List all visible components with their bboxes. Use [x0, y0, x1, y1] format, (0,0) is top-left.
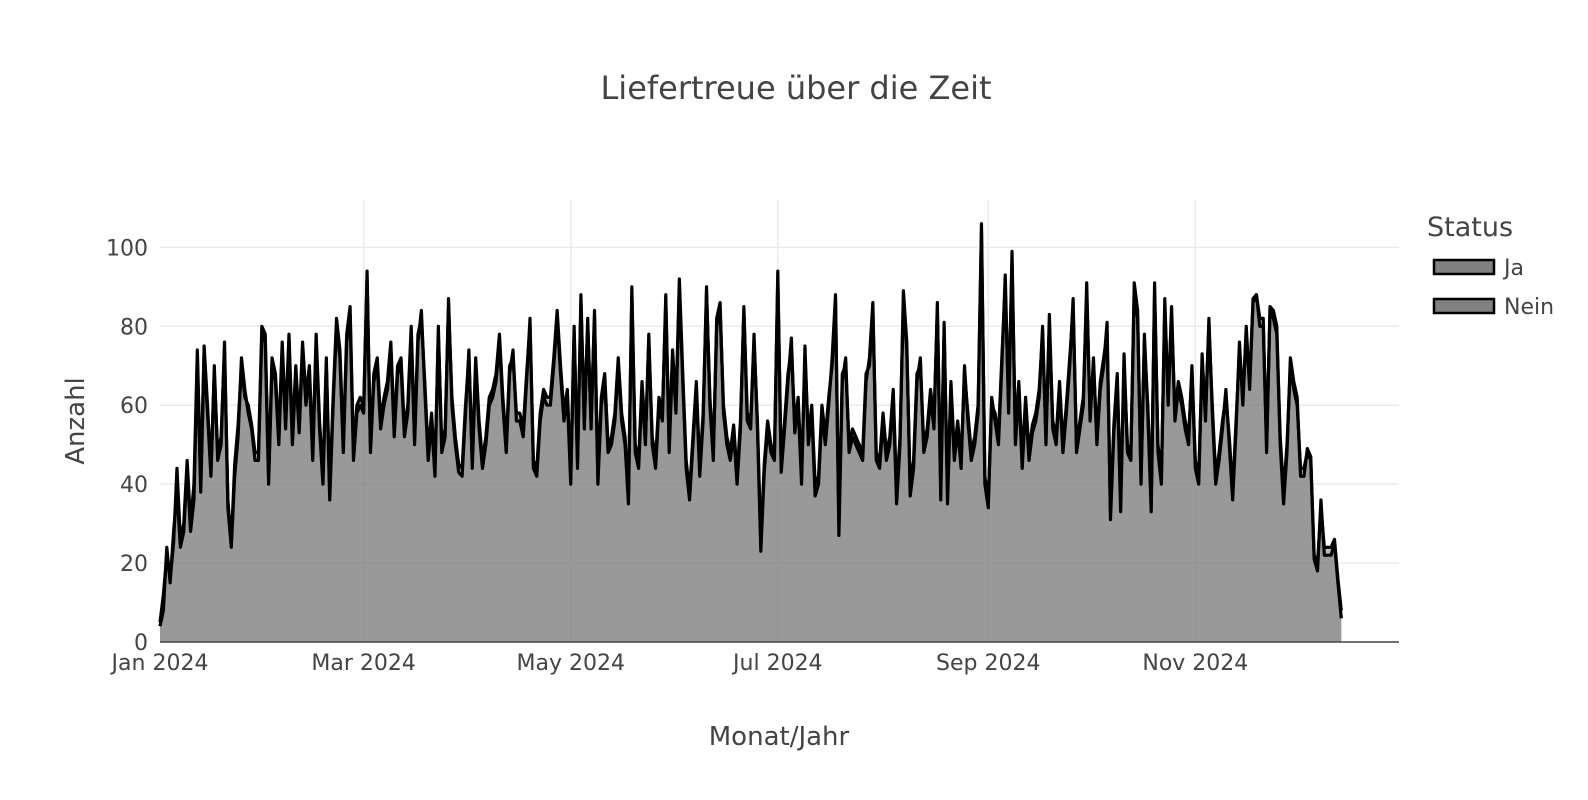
x-tick-label: Nov 2024 [1142, 651, 1248, 676]
legend-item-ja[interactable]: Ja [1432, 256, 1524, 281]
series-line-nein [158, 222, 1343, 627]
y-tick-label: 40 [120, 473, 148, 498]
legend-title: Status [1427, 212, 1513, 243]
y-axis-ticks: 0 20 40 60 80 100 [106, 236, 148, 656]
series-areas [160, 223, 1342, 642]
legend: Status Ja Nein [1427, 212, 1554, 320]
legend-label-nein: Nein [1504, 295, 1554, 320]
x-tick-label: Jan 2024 [110, 651, 209, 676]
legend-item-nein[interactable]: Nein [1432, 295, 1554, 320]
legend-label-ja: Ja [1502, 256, 1524, 281]
legend-swatch-nein [1432, 297, 1496, 315]
y-tick-label: 0 [134, 631, 148, 656]
y-tick-label: 80 [120, 315, 148, 340]
legend-swatch-ja [1432, 258, 1496, 276]
x-axis-ticks: Jan 2024 Mar 2024 May 2024 Jul 2024 Sep 2024… [110, 651, 1249, 676]
series-lines [158, 222, 1343, 627]
series-area-nein [160, 223, 1342, 642]
y-tick-label: 100 [106, 236, 148, 261]
chart-title: Liefertreue über die Zeit [600, 69, 991, 107]
x-tick-label: Jul 2024 [731, 651, 823, 676]
x-tick-label: May 2024 [517, 651, 625, 676]
x-tick-label: Sep 2024 [936, 651, 1040, 676]
y-axis-title: Anzahl [61, 377, 91, 465]
y-tick-label: 20 [120, 552, 148, 577]
x-axis-title: Monat/Jahr [709, 722, 850, 752]
x-tick-label: Mar 2024 [311, 651, 416, 676]
y-tick-label: 60 [120, 394, 148, 419]
